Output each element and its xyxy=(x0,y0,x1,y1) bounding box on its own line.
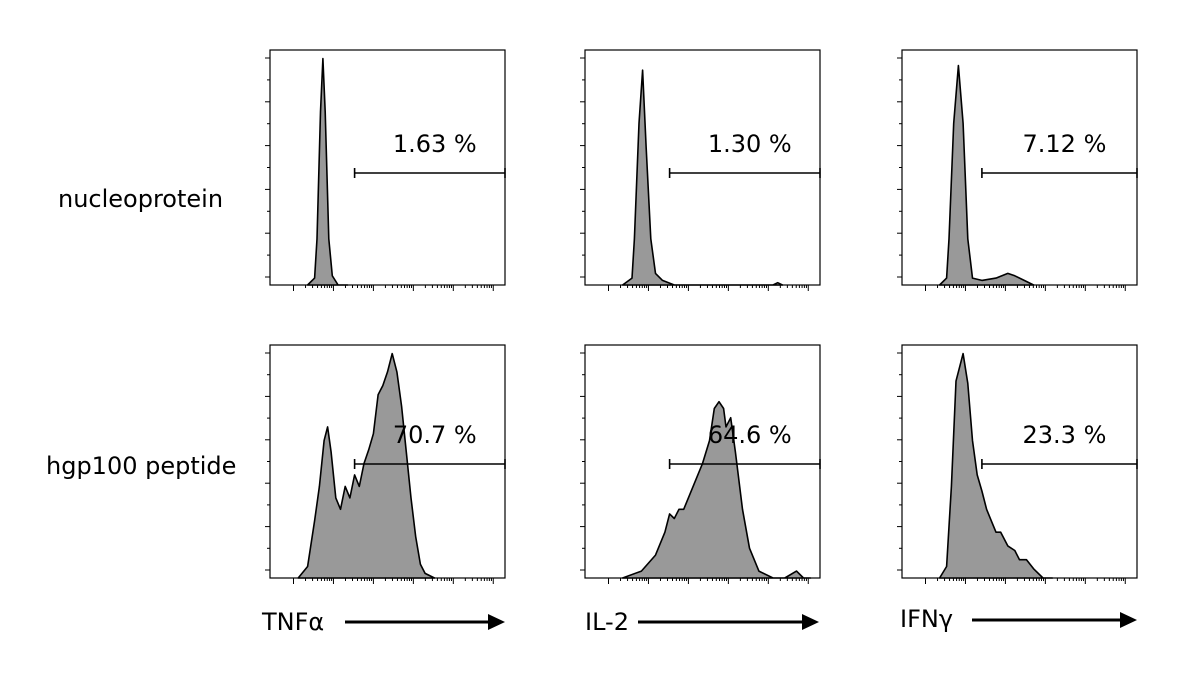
marker-label-ifng: IFNγ xyxy=(900,605,953,633)
marker-axis-ifng: IFNγ xyxy=(900,605,1137,633)
gate-percent-label: 1.30 % xyxy=(708,130,792,158)
histogram-panels: 1.63 % 1.30 % 7.12 % 70.7 % 64.6 % 23.3 % xyxy=(265,49,1138,584)
gate-percent-label: 1.63 % xyxy=(393,130,477,158)
histogram-series xyxy=(297,352,436,579)
arrow-head-il2 xyxy=(802,614,819,630)
panel-nucleoprotein-il-2: 1.30 % xyxy=(580,49,821,291)
panel-hgp100-peptide-il-2: 64.6 % xyxy=(580,344,821,584)
histogram-series xyxy=(306,57,349,286)
histogram-series xyxy=(938,64,1035,286)
panel-hgp100-peptide-tnf: 70.7 % xyxy=(265,344,506,584)
panel-nucleoprotein-ifn: 7.12 % xyxy=(897,49,1138,291)
panel-frame xyxy=(269,49,506,286)
panel-hgp100-peptide-ifn: 23.3 % xyxy=(897,344,1138,584)
row-label-hgp100-peptide: hgp100 peptide xyxy=(46,452,236,480)
arrow-head-ifng xyxy=(1120,612,1137,628)
panel-frame xyxy=(584,49,821,286)
marker-axis-il2: IL-2 xyxy=(585,608,819,636)
gate-percent-label: 64.6 % xyxy=(708,421,792,449)
panel-frame xyxy=(901,344,1138,579)
gate-percent-label: 70.7 % xyxy=(393,421,477,449)
panel-frame xyxy=(901,49,1138,286)
panel-nucleoprotein-tnf: 1.63 % xyxy=(265,49,506,291)
marker-axis-tnfa: TNFα xyxy=(261,608,505,636)
histogram-series xyxy=(621,400,812,579)
marker-label-tnfa: TNFα xyxy=(261,608,324,636)
histogram-series xyxy=(938,352,1054,579)
gate-percent-label: 23.3 % xyxy=(1023,421,1107,449)
marker-label-il2: IL-2 xyxy=(585,608,629,636)
row-label-nucleoprotein: nucleoprotein xyxy=(58,185,223,213)
histogram-series xyxy=(621,69,784,286)
arrow-head-tnfa xyxy=(488,614,505,630)
gate-percent-label: 7.12 % xyxy=(1023,130,1107,158)
